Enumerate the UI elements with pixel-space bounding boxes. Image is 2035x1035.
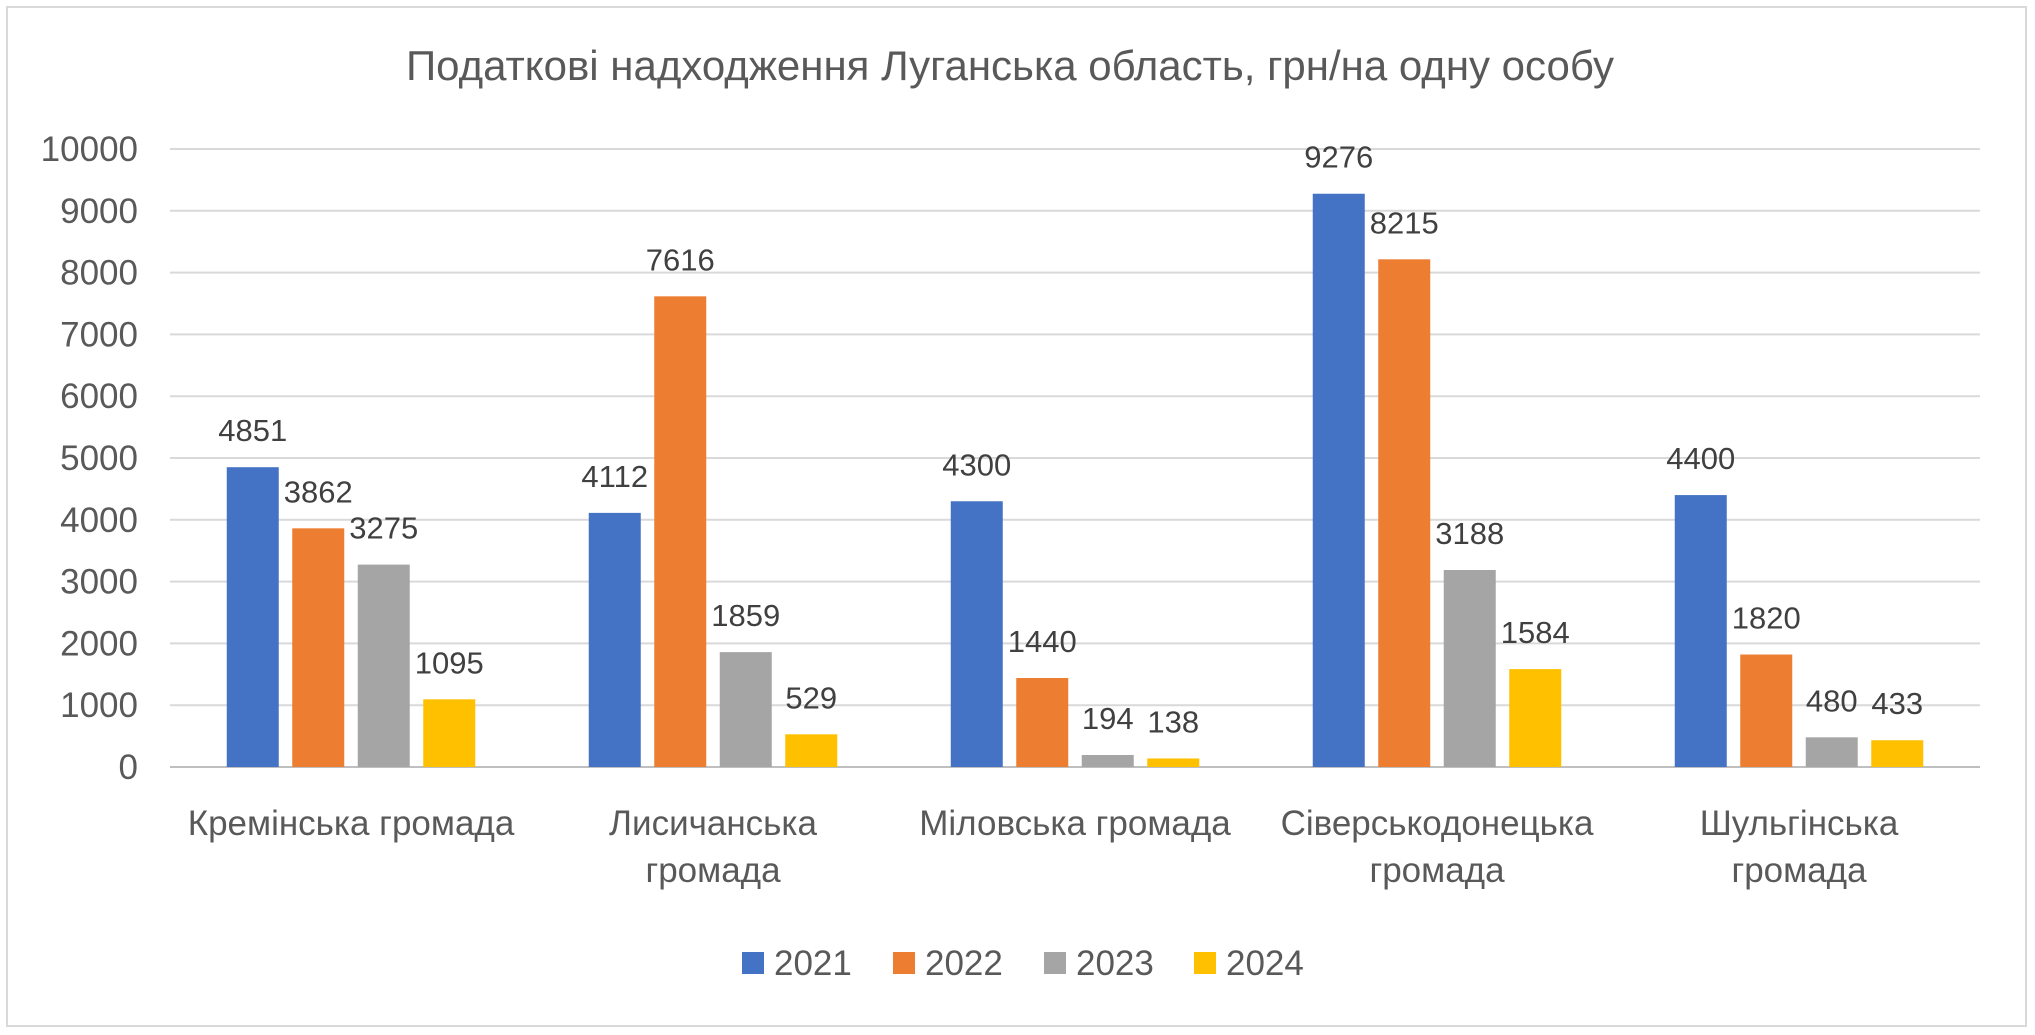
y-tick-label: 2000 [60, 624, 138, 663]
y-tick-label: 10000 [41, 130, 138, 169]
data-label: 8215 [1370, 205, 1439, 240]
data-label: 4851 [218, 413, 287, 448]
bar [1081, 755, 1134, 767]
data-label: 3862 [284, 474, 353, 509]
category-label: Міловська громада [919, 804, 1231, 843]
data-label: 1859 [711, 598, 780, 633]
legend-label: 2021 [774, 944, 852, 983]
category-label: Шульгінська [1700, 804, 1899, 843]
bar [1016, 678, 1069, 767]
chart-title: Податкові надходження Луганська область,… [406, 42, 1614, 89]
bar [785, 734, 838, 767]
bar [588, 512, 641, 767]
bar [1871, 740, 1924, 767]
y-axis-ticks: 0 1000 2000 3000 4000 5000 6000 7000 8000 9000 100… [41, 130, 138, 787]
data-label: 480 [1806, 683, 1858, 718]
legend-label: 2024 [1226, 944, 1304, 983]
data-label: 433 [1871, 686, 1923, 721]
y-tick-label: 7000 [60, 315, 138, 354]
data-label: 529 [785, 680, 837, 715]
data-label: 9276 [1304, 140, 1373, 175]
data-label: 4300 [942, 447, 1011, 482]
bar [1805, 737, 1858, 767]
category-label: громада [1369, 851, 1505, 890]
legend-label: 2023 [1076, 944, 1154, 983]
legend: 2021 2022 2023 2024 [742, 944, 1304, 983]
category-label: Лисичанська [609, 804, 817, 843]
y-tick-label: 3000 [60, 563, 138, 602]
y-tick-label: 6000 [60, 377, 138, 416]
bar [1312, 193, 1365, 768]
y-tick-label: 4000 [60, 501, 138, 540]
legend-label: 2022 [925, 944, 1003, 983]
data-label: 4400 [1666, 441, 1735, 476]
legend-swatch [1044, 952, 1066, 974]
bar [1740, 654, 1793, 767]
bar [1509, 669, 1562, 767]
bar [292, 528, 345, 767]
data-label: 3188 [1435, 516, 1504, 551]
data-label: 1440 [1008, 624, 1077, 659]
data-label: 138 [1147, 704, 1199, 739]
data-label: 1095 [415, 645, 484, 680]
y-tick-label: 1000 [60, 686, 138, 725]
legend-swatch [1194, 952, 1216, 974]
category-label: громада [645, 851, 781, 890]
bar [1674, 495, 1727, 767]
y-tick-label: 8000 [60, 254, 138, 293]
bar [950, 501, 1003, 767]
category-label: Кремінська громада [188, 804, 515, 843]
data-label: 7616 [646, 242, 715, 277]
bar [423, 699, 476, 767]
category-label: громада [1731, 851, 1867, 890]
data-label: 1820 [1732, 601, 1801, 636]
legend-swatch [742, 952, 764, 974]
legend-swatch [893, 952, 915, 974]
bar [1147, 758, 1200, 767]
bar [357, 564, 410, 767]
y-tick-label: 5000 [60, 439, 138, 478]
bar [1378, 259, 1431, 767]
y-tick-label: 0 [119, 748, 138, 787]
category-label: Сіверськодонецька [1281, 804, 1594, 843]
bars [226, 193, 1924, 768]
bar [719, 652, 772, 767]
y-tick-label: 9000 [60, 192, 138, 231]
bar [654, 296, 707, 767]
data-label: 3275 [349, 511, 418, 546]
data-label: 194 [1082, 701, 1134, 736]
bar [226, 467, 279, 767]
category-labels: Кремінська громада Лисичанська громада Міло… [188, 804, 1899, 890]
bar [1443, 569, 1496, 767]
data-label: 4112 [581, 459, 648, 494]
data-label: 1584 [1501, 615, 1570, 650]
